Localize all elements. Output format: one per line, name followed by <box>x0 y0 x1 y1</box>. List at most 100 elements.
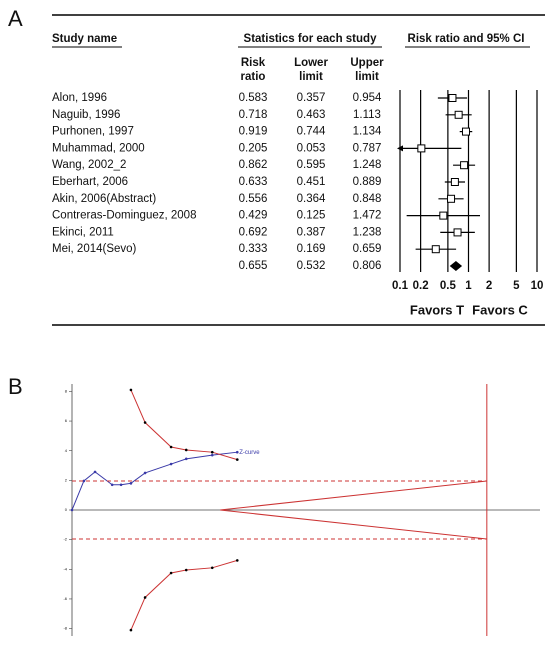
series-point <box>210 453 214 457</box>
series-point <box>184 568 188 572</box>
cell: 0.655 <box>239 260 268 272</box>
y-tick-label: 4 <box>65 448 68 453</box>
series-line <box>130 389 238 461</box>
cell: 0.583 <box>239 92 268 104</box>
cell: 1.134 <box>353 126 382 138</box>
cell: 0.954 <box>353 92 382 104</box>
y-tick-label: 0 <box>65 507 68 512</box>
series-point <box>184 448 188 452</box>
series-point <box>235 559 239 562</box>
study-name: Purhonen, 1997 <box>52 126 134 138</box>
cell: 0.364 <box>297 193 326 205</box>
point-estimate <box>431 245 440 254</box>
cell: 0.429 <box>239 210 268 222</box>
series-point <box>184 457 188 461</box>
study-name: Naguib, 1996 <box>52 109 120 121</box>
point-estimate <box>450 178 459 186</box>
series-point <box>235 450 239 454</box>
point-estimate <box>447 194 456 203</box>
series-point <box>210 450 214 454</box>
study-name: Wang, 2002_2 <box>52 159 126 171</box>
cell: 1.472 <box>353 210 382 222</box>
sub-header: Upper <box>350 57 384 69</box>
column-header: Study name <box>52 33 117 45</box>
column-header: Risk ratio and 95% CI <box>408 33 525 45</box>
x-tick-label: 0.5 <box>440 280 457 292</box>
y-tick-label: -6 <box>63 596 67 601</box>
sub-header: Risk <box>241 57 266 69</box>
series-point <box>169 571 173 575</box>
series-point <box>143 471 147 475</box>
cell: 0.862 <box>239 159 268 171</box>
cell: 0.169 <box>297 243 326 255</box>
y-tick-label: 8 <box>65 388 68 393</box>
cell: 0.205 <box>239 142 268 154</box>
point-estimate <box>460 161 469 170</box>
axis-label: Favors T <box>410 302 464 317</box>
series-point <box>169 462 173 466</box>
study-name: Alon, 1996 <box>52 92 107 104</box>
study-name: Mei, 2014(Sevo) <box>52 243 137 255</box>
cell: 0.633 <box>239 176 268 188</box>
cell: 0.053 <box>297 142 326 154</box>
cell: 0.659 <box>353 243 382 255</box>
cell: 0.848 <box>353 193 382 205</box>
study-name: Eberhart, 2006 <box>52 176 128 188</box>
cell: 0.125 <box>297 210 326 222</box>
series-point <box>210 566 214 570</box>
cell: 0.451 <box>297 176 326 188</box>
cell: 0.556 <box>239 193 268 205</box>
cell: 0.357 <box>297 92 326 104</box>
sub-header: Lower <box>294 57 328 69</box>
cell: 0.387 <box>297 226 326 238</box>
cell: 0.787 <box>353 142 382 154</box>
point-estimate <box>439 211 448 220</box>
column-header: Statistics for each study <box>244 33 378 45</box>
series-point <box>82 479 86 483</box>
summary-diamond <box>449 261 463 271</box>
point-estimate <box>453 228 462 237</box>
sub-header: ratio <box>241 71 266 83</box>
cell: 1.113 <box>353 109 381 121</box>
sub-header: limit <box>355 71 379 83</box>
series-point <box>143 421 147 424</box>
panel-label: A <box>8 6 23 31</box>
x-tick-label: 0.1 <box>392 280 409 292</box>
point-estimate <box>448 94 457 102</box>
x-tick-label: 2 <box>486 280 492 292</box>
cell: 1.248 <box>353 159 382 171</box>
x-tick-label: 1 <box>465 280 472 292</box>
study-name: Contreras-Dominguez, 2008 <box>52 210 196 222</box>
series-label: Z-curve <box>239 450 260 456</box>
series-point <box>93 470 97 474</box>
series-point <box>110 483 114 487</box>
x-tick-label: 0.2 <box>413 280 429 292</box>
panel-label: B <box>8 374 23 399</box>
series-point <box>129 482 133 485</box>
series-line <box>220 509 487 540</box>
cell: 0.595 <box>297 159 326 171</box>
cell: 1.238 <box>353 226 382 238</box>
series-point <box>70 508 74 512</box>
series-point <box>129 388 133 392</box>
y-tick-label: 2 <box>65 477 68 482</box>
cell: 0.889 <box>353 176 382 188</box>
point-estimate <box>461 127 470 136</box>
series-line <box>220 480 487 511</box>
y-tick-label: -4 <box>63 566 67 571</box>
x-tick-label: 5 <box>513 280 520 292</box>
axis-label: Favors C <box>472 302 528 317</box>
x-tick-label: 10 <box>531 280 544 292</box>
sub-header: limit <box>299 71 323 83</box>
cell: 0.806 <box>353 260 382 272</box>
study-name: Muhammad, 2000 <box>52 142 145 154</box>
ci-arrow <box>397 145 403 152</box>
y-tick-label: -8 <box>63 626 67 631</box>
y-tick-label: 6 <box>65 418 68 423</box>
series-point <box>119 483 123 487</box>
study-name: Ekinci, 2011 <box>52 226 114 238</box>
series-point <box>169 445 173 449</box>
cell: 0.463 <box>297 109 326 121</box>
cell: 0.718 <box>239 109 268 121</box>
cell: 0.744 <box>297 126 326 138</box>
